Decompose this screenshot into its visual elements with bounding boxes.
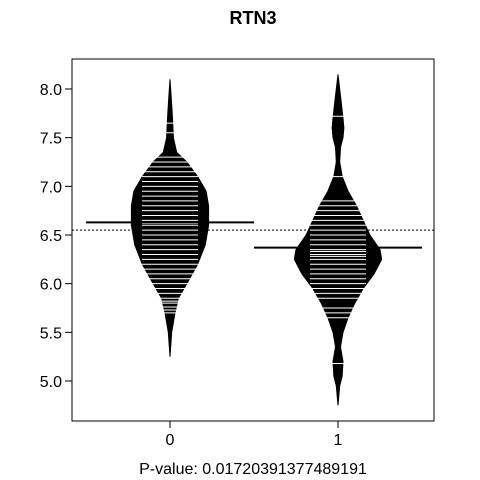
chart-title: RTN3 [229,8,276,28]
y-tick-label: 5.5 [40,325,62,342]
y-tick-label: 7.5 [40,131,62,148]
x-axis-label: P-value: 0.0172039137748919​1 [139,461,367,478]
bean-0 [130,79,210,357]
y-tick-label: 6.5 [40,228,62,245]
x-tick-label: 0 [166,432,175,449]
y-tick-label: 7.0 [40,179,62,196]
plot-area: 5.0 5.5 6.0 6.5 7.0 7.5 8.0 0 1 [40,58,435,449]
plot-frame [71,58,435,422]
y-tick-label: 8.0 [40,82,62,99]
y-tick-label: 5.0 [40,374,62,391]
x-tick-label: 1 [334,432,343,449]
y-tick-label: 6.0 [40,277,62,294]
